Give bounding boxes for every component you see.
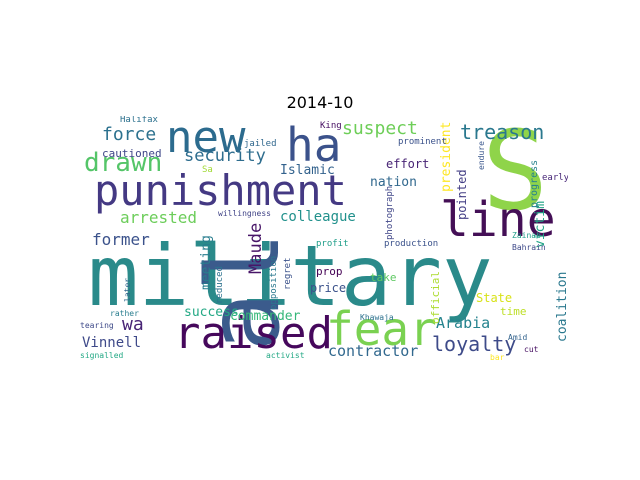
word-wa: wa [122,314,144,335]
word-treason: treason [460,120,545,144]
word-president: president [439,121,454,192]
word-early: early [542,173,568,183]
word-photograph: photograph [385,185,395,240]
word-take: take [370,271,397,284]
word-Amid: Amid [508,333,528,342]
word-King: King [320,121,342,131]
word-time: time [500,305,527,318]
word-activist: activist [266,351,305,360]
word-contractor: contractor [328,342,419,360]
word-price: price [310,281,347,295]
word-rather: rather [110,309,139,318]
word-jailed: jailed [244,139,277,149]
word-nation: nation [370,175,417,190]
word-line: line [440,192,556,248]
word-later: later [123,277,132,302]
word-reduced: reduced [215,266,225,304]
word-commander: commander [230,309,301,324]
word-signalled: signalled [80,351,124,360]
word-Arabia: Arabia [436,314,491,332]
word-effort: effort [386,157,430,171]
word-opposition: opposition [269,255,279,310]
word-punishment: punishment [94,166,347,215]
word-Khawaja: Khawaja [360,313,394,322]
word-suspect: suspect [342,118,418,139]
word-meeting: meeting [199,235,214,290]
word-regret: regret [283,257,293,290]
word-bar: bar [490,353,505,362]
word-military: military [88,227,493,325]
word-prop: prop [316,265,343,278]
word-victim: victim [533,201,548,248]
word-drawn: drawn [84,148,163,178]
word-force: force [102,124,157,145]
word-profit: profit [316,239,349,249]
word-prominent: prominent [398,137,447,147]
word-production: production [384,239,439,249]
word-security: security [184,146,266,166]
word-pointed: pointed [455,169,469,220]
word-cut: cut [524,345,539,354]
word-S: S [482,116,549,235]
word-new: new [166,116,246,163]
word-ha: ha [286,118,342,172]
word-raised: raised [174,308,333,359]
word-Maude: Maude [246,222,266,274]
word-former: former [92,230,150,249]
word-coalition: coalition [555,271,568,342]
word-willingness: willingness [218,209,271,218]
word-Bahrain: Bahrain [512,243,546,252]
word-Islamic: Islamic [280,163,335,178]
word-progress: progress [529,159,540,208]
word-cautioned: cautioned [102,147,162,160]
word-colleague: colleague [280,209,356,225]
word-Halifax: Halifax [120,116,158,125]
word-State: State [476,291,513,305]
word-tearing: tearing [80,321,114,330]
word-cloud: military al S punishment new ha raised f… [80,116,568,363]
word-success: success [184,305,239,320]
word-official: official [429,271,442,324]
word-arrested: arrested [120,208,198,227]
word-Vinnell: Vinnell [82,335,142,351]
word-Sa: Sa [202,165,213,175]
word-Zainab: Zainab [512,231,541,240]
word-endure: endure [477,141,486,170]
word-loyalty: loyalty [432,332,517,356]
word-fear: fear [326,302,437,356]
chart-title: 2014-10 [286,93,354,112]
